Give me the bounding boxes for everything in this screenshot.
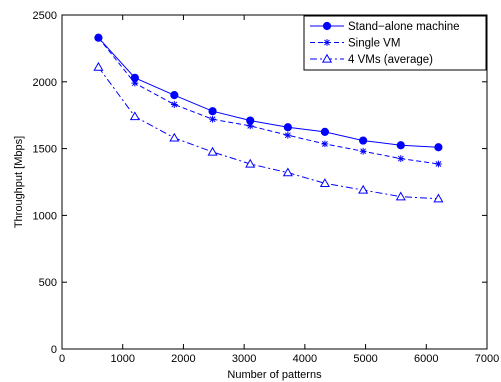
circle-marker bbox=[434, 143, 443, 152]
triangle-marker bbox=[207, 146, 218, 156]
triangle-marker bbox=[395, 191, 406, 201]
asterisk-stroke bbox=[209, 116, 216, 123]
asterisk-marker bbox=[246, 122, 254, 130]
y-tick-label: 2000 bbox=[33, 77, 57, 89]
triangle-marker bbox=[129, 111, 140, 121]
asterisk-marker bbox=[321, 140, 329, 148]
legend-item: Stand−alone machine bbox=[310, 21, 460, 33]
plot-area bbox=[93, 33, 444, 203]
circle-marker bbox=[396, 141, 405, 150]
circle-marker bbox=[283, 123, 292, 132]
x-tick-label: 4000 bbox=[293, 353, 317, 365]
legend-item: 4 VMs (average) bbox=[310, 53, 433, 66]
triangle-marker bbox=[319, 178, 330, 187]
asterisk-marker bbox=[131, 79, 139, 87]
circle-marker bbox=[208, 107, 217, 116]
legend: Stand−alone machine Single VM 4 VMs (avera… bbox=[303, 15, 487, 71]
asterisk-marker bbox=[397, 155, 405, 163]
asterisk-stroke bbox=[324, 39, 330, 46]
x-tick-label: 2000 bbox=[171, 353, 195, 365]
x-tick-label: 5000 bbox=[353, 353, 377, 365]
x-tick-label: 6000 bbox=[414, 353, 438, 365]
x-axis-label: Number of patterns bbox=[227, 369, 322, 381]
circle-marker bbox=[359, 136, 368, 145]
axes: 0 1000 2000 3000 4000 5000 6000 7000 0 500 1000 150… bbox=[33, 10, 500, 365]
legend-label: 4 VMs (average) bbox=[348, 54, 433, 66]
series-line bbox=[98, 37, 439, 148]
y-tick-label: 1500 bbox=[33, 144, 57, 156]
series-line bbox=[98, 37, 439, 165]
series bbox=[95, 34, 442, 168]
legend-item: Single VM bbox=[310, 38, 400, 50]
asterisk-stroke bbox=[360, 148, 367, 155]
circle-marker bbox=[170, 91, 179, 100]
y-tick-label: 1000 bbox=[33, 210, 57, 222]
asterisk-stroke bbox=[284, 132, 291, 139]
triangle-marker bbox=[169, 132, 180, 142]
series bbox=[93, 61, 444, 203]
y-axis-label: Throughput [Mbps] bbox=[13, 136, 25, 228]
asterisk-stroke bbox=[321, 141, 328, 147]
triangle-marker bbox=[358, 184, 369, 194]
circle-marker bbox=[322, 21, 332, 31]
asterisk-marker bbox=[435, 160, 442, 168]
triangle-marker bbox=[93, 61, 104, 71]
y-tick-label: 0 bbox=[51, 344, 57, 356]
y-tick-label: 2500 bbox=[33, 10, 57, 22]
asterisk-marker bbox=[284, 131, 292, 139]
x-tick-label: 1000 bbox=[110, 353, 134, 365]
asterisk-stroke bbox=[397, 155, 404, 162]
x-tick-label: 0 bbox=[59, 353, 65, 365]
triangle-marker bbox=[282, 167, 293, 177]
asterisk-marker bbox=[359, 147, 367, 155]
asterisk-marker bbox=[209, 115, 216, 123]
asterisk-marker bbox=[170, 101, 178, 108]
triangle-marker bbox=[433, 193, 444, 203]
legend-label: Single VM bbox=[348, 38, 400, 50]
asterisk-stroke bbox=[247, 122, 254, 129]
x-tick-label: 3000 bbox=[232, 353, 256, 365]
asterisk-marker bbox=[323, 39, 331, 46]
triangle-marker bbox=[245, 158, 256, 168]
asterisk-stroke bbox=[95, 34, 102, 41]
x-tick-label: 7000 bbox=[475, 353, 499, 365]
asterisk-stroke bbox=[171, 101, 178, 108]
circle-marker bbox=[320, 127, 329, 136]
asterisk-stroke bbox=[435, 161, 442, 167]
legend-label: Stand−alone machine bbox=[348, 21, 460, 33]
y-tick-label: 500 bbox=[39, 277, 57, 289]
asterisk-stroke bbox=[131, 80, 138, 87]
plot-frame bbox=[61, 14, 488, 350]
asterisk-marker bbox=[95, 34, 102, 42]
series-line bbox=[98, 66, 439, 200]
triangle-marker bbox=[321, 53, 333, 63]
